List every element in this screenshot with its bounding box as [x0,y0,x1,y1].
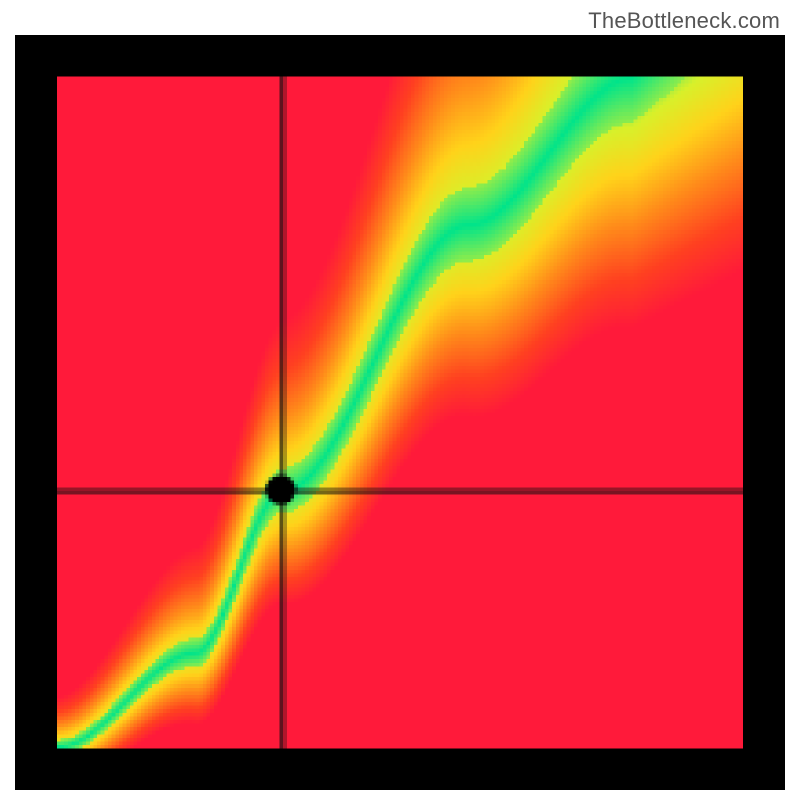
bottleneck-heatmap-canvas [35,55,765,770]
bottleneck-heatmap-frame [15,35,785,790]
watermark-text: TheBottleneck.com [588,8,780,34]
